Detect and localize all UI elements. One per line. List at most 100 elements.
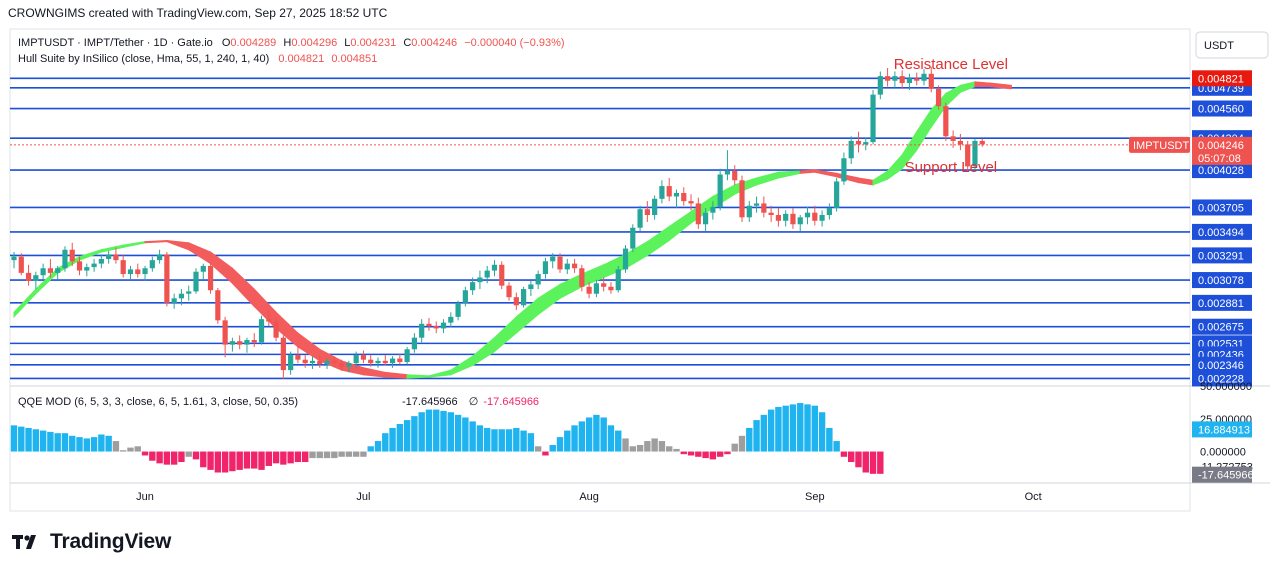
qqe-legend-value-1: -17.645966: [402, 396, 458, 408]
qqe-bar-70: [520, 430, 527, 452]
currency-button[interactable]: [1195, 31, 1269, 59]
level-label-13: 0.002346: [1198, 360, 1244, 372]
qqe-bar-54: [403, 420, 411, 452]
hull-segment-37: [814, 169, 838, 178]
candle-body-91: [673, 193, 680, 197]
candle-92: [681, 187, 687, 206]
qqe-bar-107: [789, 404, 797, 452]
tradingview-logo[interactable]: TradingView: [12, 530, 171, 554]
level-label-9: 0.002881: [1198, 298, 1244, 310]
candle-body-8: [69, 249, 75, 262]
high-value: 0.004296: [291, 37, 337, 49]
candle-body-76: [564, 263, 570, 270]
qqe-bar-84: [622, 438, 629, 452]
qqe-bar-45: [338, 451, 345, 457]
candle-body-42: [317, 360, 323, 365]
hull-legend-name: Hull Suite by InSilico (close, Hma, 55, …: [18, 53, 269, 65]
candle-body-11: [91, 263, 97, 268]
level-badge-7: [1192, 247, 1252, 264]
hull-segment-6: [144, 239, 168, 244]
candle-body-89: [659, 186, 665, 199]
qqe-bar-78: [578, 421, 586, 452]
candle-94: [695, 197, 701, 229]
qqe-bar-51: [382, 433, 389, 452]
candle-102: [753, 196, 760, 213]
candle-body-127: [935, 88, 942, 107]
candle-body-44: [331, 360, 337, 364]
candle-99: [732, 165, 738, 185]
hull-segment-24: [537, 283, 561, 316]
candle-85: [630, 224, 636, 253]
candle-body-93: [688, 201, 694, 204]
candle-body-101: [746, 205, 752, 218]
qqe-bar-23: [178, 451, 185, 463]
candle-18: [142, 265, 148, 281]
candle-body-24: [186, 291, 192, 294]
qqe-bar-33: [251, 451, 258, 469]
candle-body-100: [739, 180, 745, 218]
candle-body-56: [419, 323, 425, 338]
qqe-bar-41: [309, 451, 316, 459]
candle-16: [127, 265, 134, 280]
candle-body-104: [768, 212, 774, 216]
qqe-bar-66: [491, 429, 498, 452]
qqe-bar-37: [280, 451, 287, 465]
hull-segment-41: [887, 153, 903, 181]
candle-61: [455, 300, 461, 321]
qqe-bar-31: [236, 451, 243, 470]
candle-body-10: [84, 267, 90, 271]
candle-body-115: [848, 140, 854, 159]
qqe-bar-113: [833, 441, 840, 452]
candle-56: [419, 319, 425, 343]
candle-33: [251, 333, 257, 347]
candle-body-59: [440, 322, 447, 329]
hull-segment-29: [646, 225, 670, 257]
candle-66: [491, 260, 498, 277]
hull-segment-48: [989, 82, 1012, 90]
candle-58: [433, 321, 439, 334]
qqe-tick-2: 0.000000: [1200, 447, 1246, 459]
candle-body-122: [899, 76, 905, 84]
hull-segment-16: [362, 367, 386, 378]
qqe-badge-label-0: 16.884913: [1198, 424, 1250, 436]
candle-93: [688, 194, 694, 211]
candle-body-99: [732, 171, 738, 181]
qqe-bar-4: [39, 430, 47, 452]
qqe-bar-80: [593, 414, 600, 452]
qqe-bar-36: [272, 451, 280, 464]
candle-112: [826, 203, 832, 220]
qqe-bar-88: [651, 438, 658, 452]
candle-80: [593, 279, 599, 298]
qqe-bar-90: [666, 446, 673, 452]
candle-body-28: [215, 290, 221, 321]
hull-segment-17: [384, 371, 408, 379]
candle-body-37: [280, 337, 286, 371]
candle-body-85: [630, 227, 636, 249]
candle-26: [200, 263, 206, 280]
qqe-bar-14: [112, 441, 120, 452]
candle-89: [659, 180, 665, 204]
qqe-bar-101: [746, 427, 753, 452]
candle-body-5: [47, 268, 53, 273]
candle-96: [710, 201, 716, 220]
candle-101: [746, 201, 752, 222]
hull-segment-43: [916, 108, 932, 152]
hull-segment-9: [210, 251, 233, 285]
level-badge-2: [1192, 100, 1252, 117]
candle-body-2: [25, 272, 32, 281]
qqe-bar-75: [556, 437, 564, 452]
candle-22: [171, 293, 177, 309]
hull-segment-14: [319, 348, 343, 371]
candle-body-73: [542, 261, 549, 275]
candle-19: [149, 256, 155, 272]
candle-body-51: [382, 360, 388, 364]
price-axis-labels: 0.0047390.0045600.0043040.0040280.003705…: [1129, 70, 1254, 483]
candle-body-63: [470, 282, 476, 291]
candle-body-109: [804, 212, 811, 218]
candle-body-121: [892, 76, 898, 81]
qqe-bar-22: [170, 451, 178, 465]
level-badge-14: [1192, 370, 1252, 387]
qqe-bar-108: [797, 403, 804, 452]
candle-82: [608, 282, 614, 294]
